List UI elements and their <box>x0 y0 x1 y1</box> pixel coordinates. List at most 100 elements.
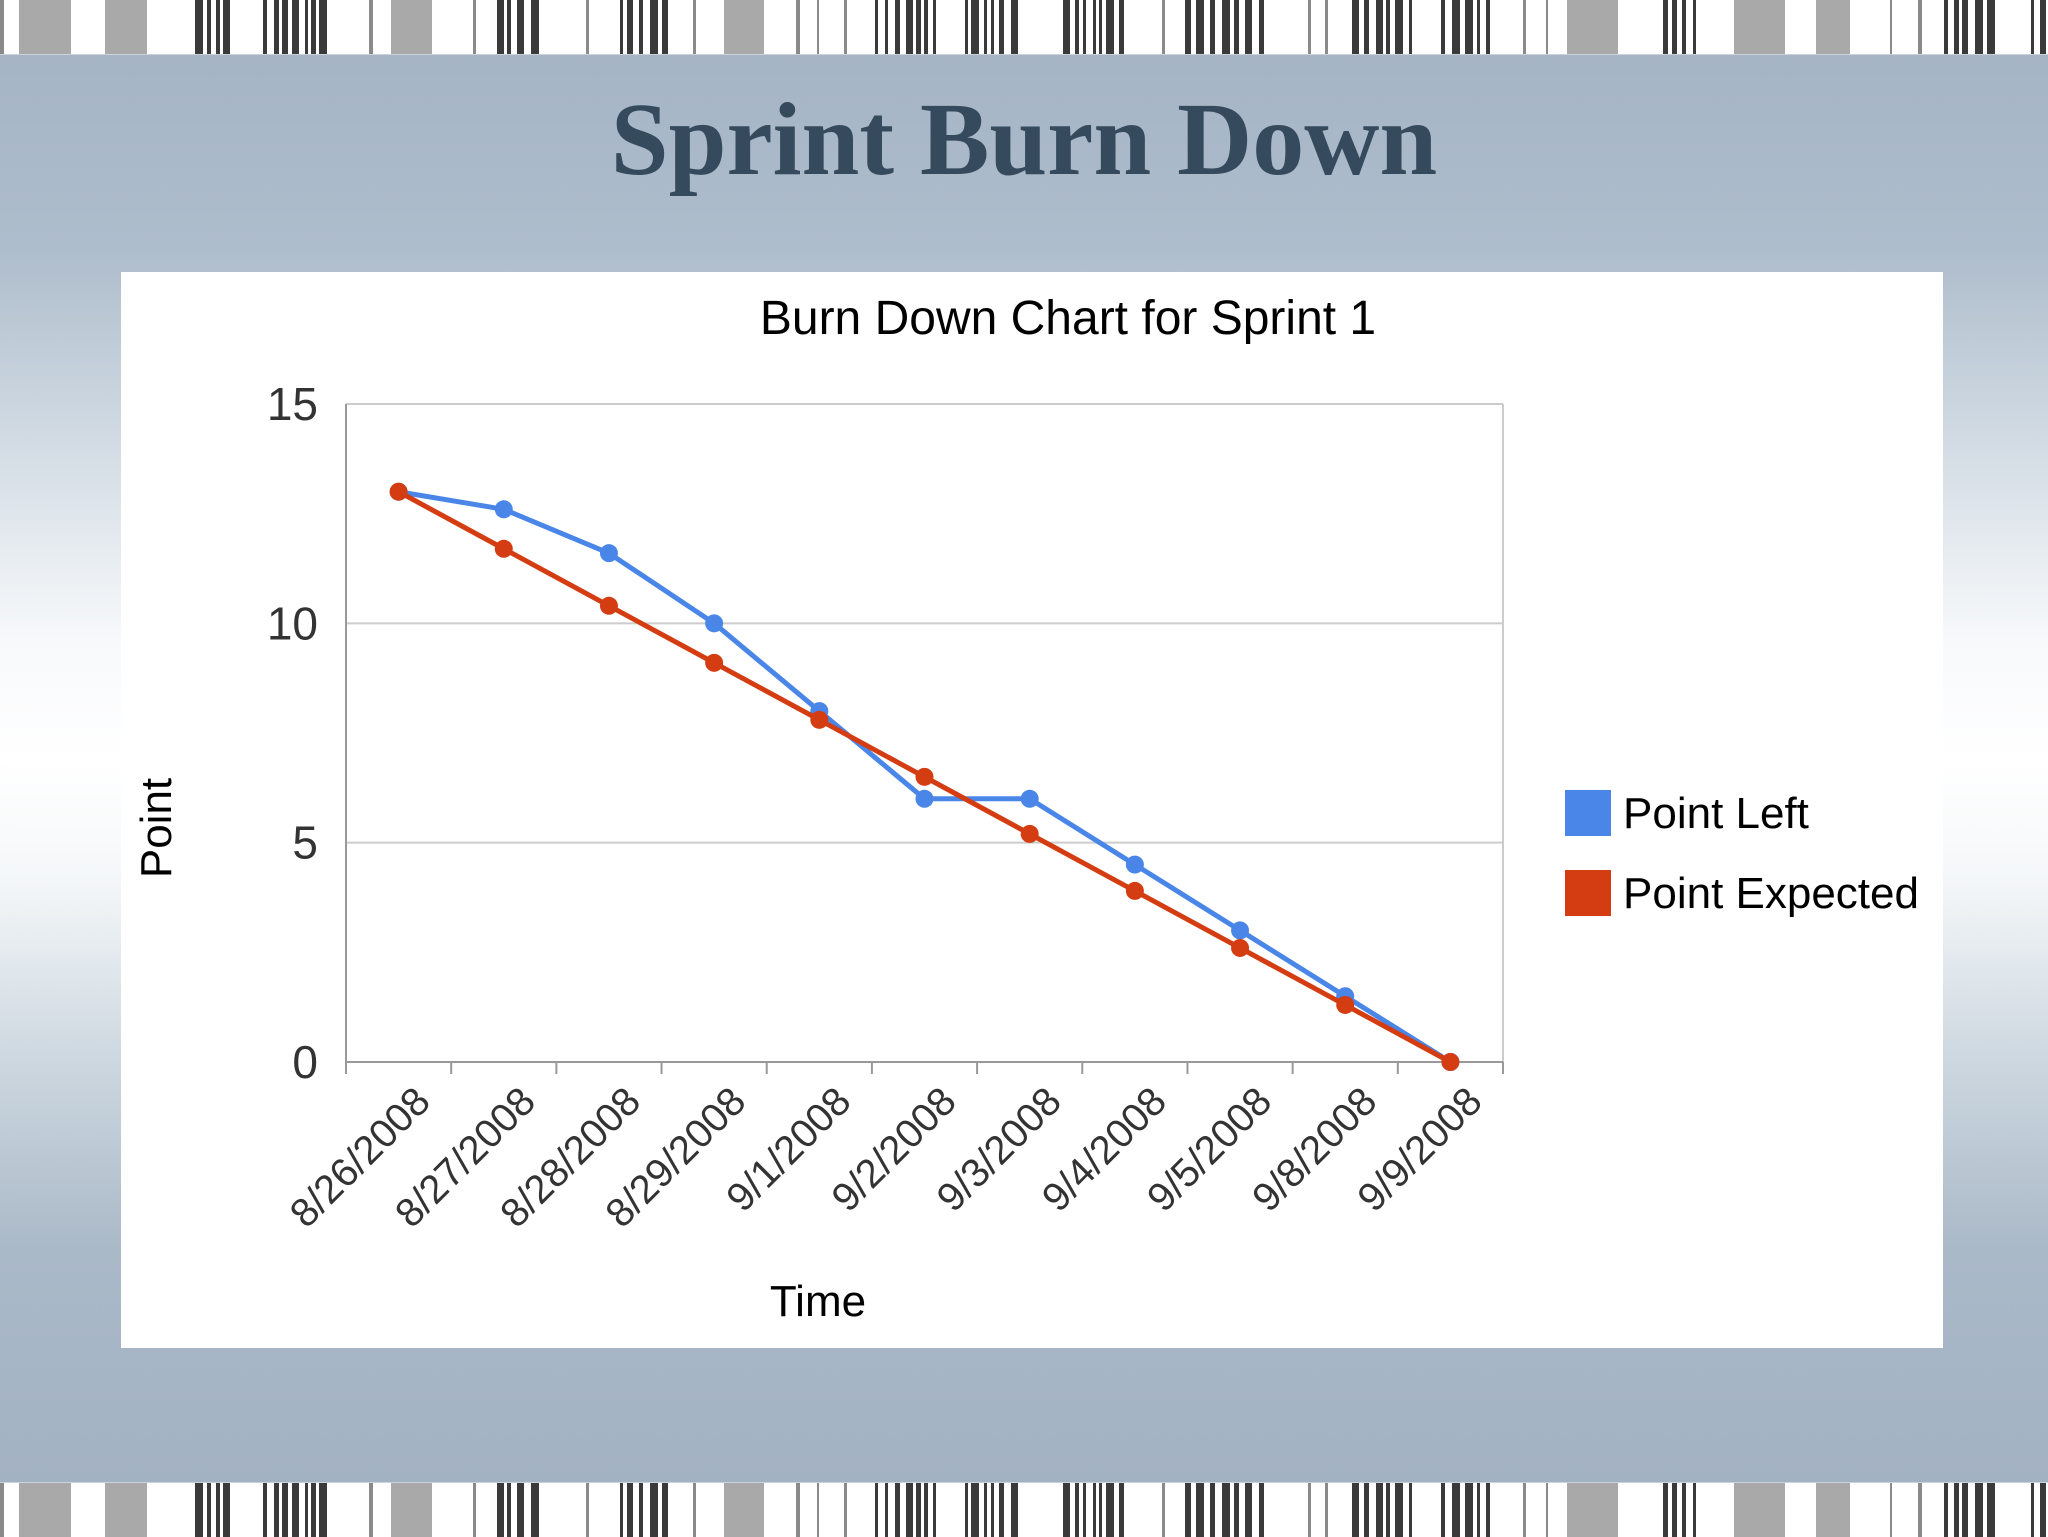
barcode-bar <box>531 0 539 54</box>
barcode-bar <box>1465 0 1473 54</box>
barcode-bar <box>391 0 432 54</box>
barcode-decoration-icon <box>0 0 2046 54</box>
barcode-bar <box>1465 1483 1473 1537</box>
barcode-bar <box>1162 0 1165 54</box>
barcode-bar <box>1119 0 1124 54</box>
barcode-bar <box>1962 1483 1968 1537</box>
barcode-bar <box>844 1483 847 1537</box>
barcode-bar <box>1308 1483 1311 1537</box>
barcode-bar <box>473 1483 476 1537</box>
barcode-bar <box>1441 0 1445 54</box>
barcode-bar <box>1234 0 1239 54</box>
barcode-bar <box>965 0 968 54</box>
barcode-bar <box>924 1483 928 1537</box>
barcode-bar <box>282 0 288 54</box>
slide-title: Sprint Burn Down <box>610 82 1438 197</box>
barcode-bar <box>971 0 979 54</box>
barcode-bar <box>1063 1483 1070 1537</box>
barcode-decoration-icon <box>0 1483 2046 1537</box>
barcode-bar <box>991 1483 994 1537</box>
barcode-bar <box>274 1483 279 1537</box>
x-axis-label: Time <box>770 1277 866 1326</box>
barcode-bar <box>1106 0 1114 54</box>
barcode-bar <box>650 1483 658 1537</box>
barcode-bar <box>1962 0 1968 54</box>
barcode-bar <box>1987 0 1995 54</box>
barcode-bar <box>724 0 764 54</box>
barcode-bar <box>1259 0 1264 54</box>
axes <box>345 404 1504 1074</box>
data-point <box>1336 995 1355 1014</box>
barcode-bar <box>1119 1483 1124 1537</box>
barcode-bar <box>991 0 994 54</box>
barcode-bar <box>195 1483 203 1537</box>
barcode-bar <box>875 0 878 54</box>
barcode-bar <box>693 1483 696 1537</box>
barcode-bar <box>263 0 267 54</box>
barcode-bar <box>507 1483 511 1537</box>
barcode-bar <box>1222 1483 1230 1537</box>
series-lines <box>389 482 1460 1071</box>
barcode-bar <box>620 1483 623 1537</box>
barcode-bar <box>1099 1483 1102 1537</box>
barcode-bar <box>195 0 203 54</box>
barcode-bar <box>216 0 220 54</box>
barcode-bar <box>1093 1483 1096 1537</box>
top-barcode-strip <box>0 0 2048 55</box>
barcode-bar <box>650 0 658 54</box>
barcode-bar <box>885 0 888 54</box>
barcode-bar <box>0 0 4 54</box>
barcode-bar <box>1477 0 1480 54</box>
barcode-bar <box>1890 0 1892 54</box>
barcode-bar <box>274 0 279 54</box>
data-point <box>915 789 934 808</box>
data-point <box>1231 921 1250 940</box>
data-point <box>1125 855 1144 874</box>
barcode-bar <box>1222 0 1230 54</box>
barcode-bar <box>1386 1483 1390 1537</box>
barcode-bar <box>965 1483 968 1537</box>
barcode-bar <box>1567 0 1618 54</box>
data-point <box>1020 824 1039 843</box>
legend: Point Left Point Expected <box>1565 789 1919 918</box>
barcode-bar <box>1441 1483 1445 1537</box>
barcode-bar <box>507 0 511 54</box>
barcode-bar <box>1011 0 1018 54</box>
barcode-bar <box>1409 1483 1412 1537</box>
barcode-bar <box>1063 0 1070 54</box>
barcode-bar <box>639 0 643 54</box>
barcode-bar <box>1376 1483 1383 1537</box>
barcode-bar <box>1210 0 1215 54</box>
barcode-bar <box>1682 0 1686 54</box>
legend-swatch <box>1565 790 1611 836</box>
barcode-bar <box>311 0 316 54</box>
barcode-bar <box>305 0 308 54</box>
barcode-bar <box>1364 1483 1369 1537</box>
barcode-bar <box>19 0 71 54</box>
barcode-bar <box>895 0 900 54</box>
data-point <box>389 482 408 501</box>
barcode-bar <box>1954 0 1959 54</box>
y-tick-label: 0 <box>292 1036 318 1088</box>
legend-swatch <box>1565 870 1611 916</box>
barcode-bar <box>906 1483 913 1537</box>
barcode-bar <box>1672 0 1677 54</box>
barcode-bar <box>1196 0 1204 54</box>
barcode-bar <box>984 1483 987 1537</box>
barcode-bar <box>844 0 847 54</box>
barcode-bar <box>627 1483 633 1537</box>
barcode-bar <box>19 1483 71 1537</box>
barcode-bar <box>305 1483 308 1537</box>
barcode-bar <box>1364 0 1369 54</box>
barcode-bar <box>531 1483 539 1537</box>
legend-label: Point Expected <box>1623 869 1919 918</box>
barcode-bar <box>517 1483 524 1537</box>
barcode-bar <box>895 1483 900 1537</box>
barcode-bar <box>1075 1483 1079 1537</box>
bottom-barcode-strip <box>0 1482 2048 1537</box>
barcode-bar <box>999 0 1004 54</box>
barcode-bar <box>223 1483 230 1537</box>
barcode-bar <box>916 0 921 54</box>
barcode-bar <box>1325 0 1328 54</box>
barcode-bar <box>1567 1483 1618 1537</box>
